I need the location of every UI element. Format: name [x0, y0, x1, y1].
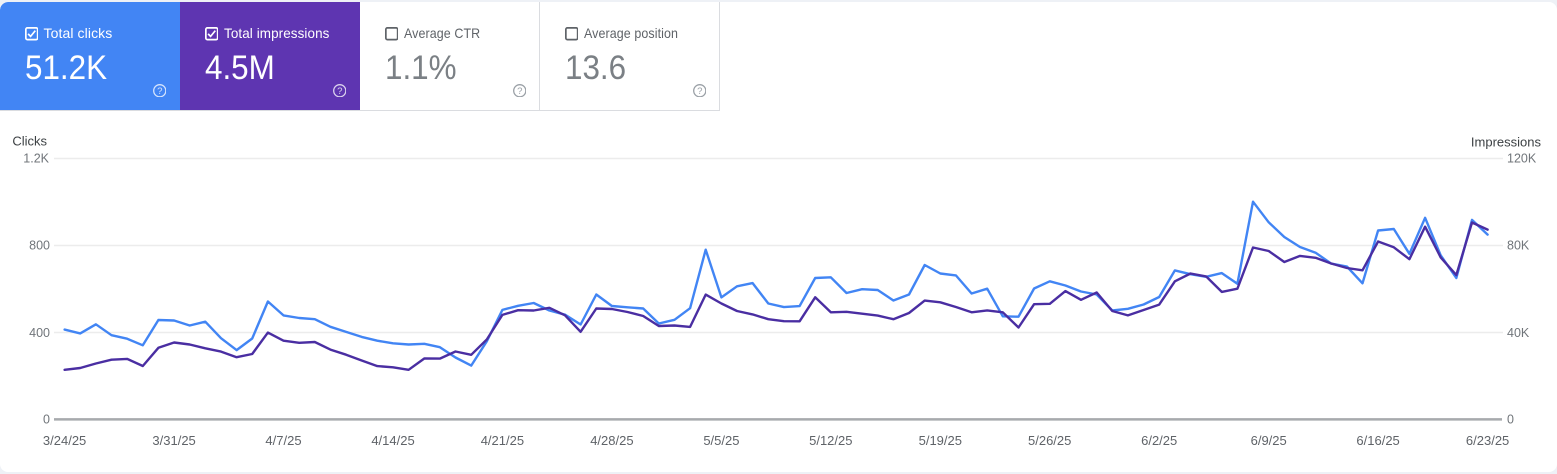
svg-text:?: ? [697, 86, 702, 97]
svg-text:4/14/25: 4/14/25 [371, 433, 414, 448]
svg-text:0: 0 [1507, 413, 1514, 427]
svg-text:4/28/25: 4/28/25 [590, 433, 633, 448]
svg-text:6/16/25: 6/16/25 [1356, 433, 1399, 448]
svg-text:6/2/25: 6/2/25 [1141, 433, 1177, 448]
svg-text:?: ? [337, 86, 342, 97]
svg-text:4/7/25: 4/7/25 [265, 433, 301, 448]
svg-text:4/21/25: 4/21/25 [481, 433, 524, 448]
svg-text:5/12/25: 5/12/25 [809, 433, 852, 448]
svg-text:?: ? [157, 86, 162, 97]
svg-text:6/23/25: 6/23/25 [1466, 433, 1509, 448]
svg-text:3/24/25: 3/24/25 [43, 433, 86, 448]
svg-text:80K: 80K [1507, 239, 1530, 253]
svg-text:120K: 120K [1507, 152, 1537, 166]
svg-text:1.2K: 1.2K [23, 152, 49, 166]
svg-text:5/26/25: 5/26/25 [1028, 433, 1071, 448]
svg-text:6/9/25: 6/9/25 [1251, 433, 1287, 448]
svg-text:800: 800 [29, 239, 50, 253]
svg-text:Clicks: Clicks [12, 134, 47, 149]
svg-text:5/19/25: 5/19/25 [919, 433, 962, 448]
svg-text:?: ? [517, 86, 522, 97]
svg-text:3/31/25: 3/31/25 [152, 433, 195, 448]
svg-text:5/5/25: 5/5/25 [703, 433, 739, 448]
svg-text:400: 400 [29, 326, 50, 340]
svg-text:40K: 40K [1507, 326, 1530, 340]
svg-text:0: 0 [43, 413, 50, 427]
svg-text:Impressions: Impressions [1471, 135, 1542, 150]
